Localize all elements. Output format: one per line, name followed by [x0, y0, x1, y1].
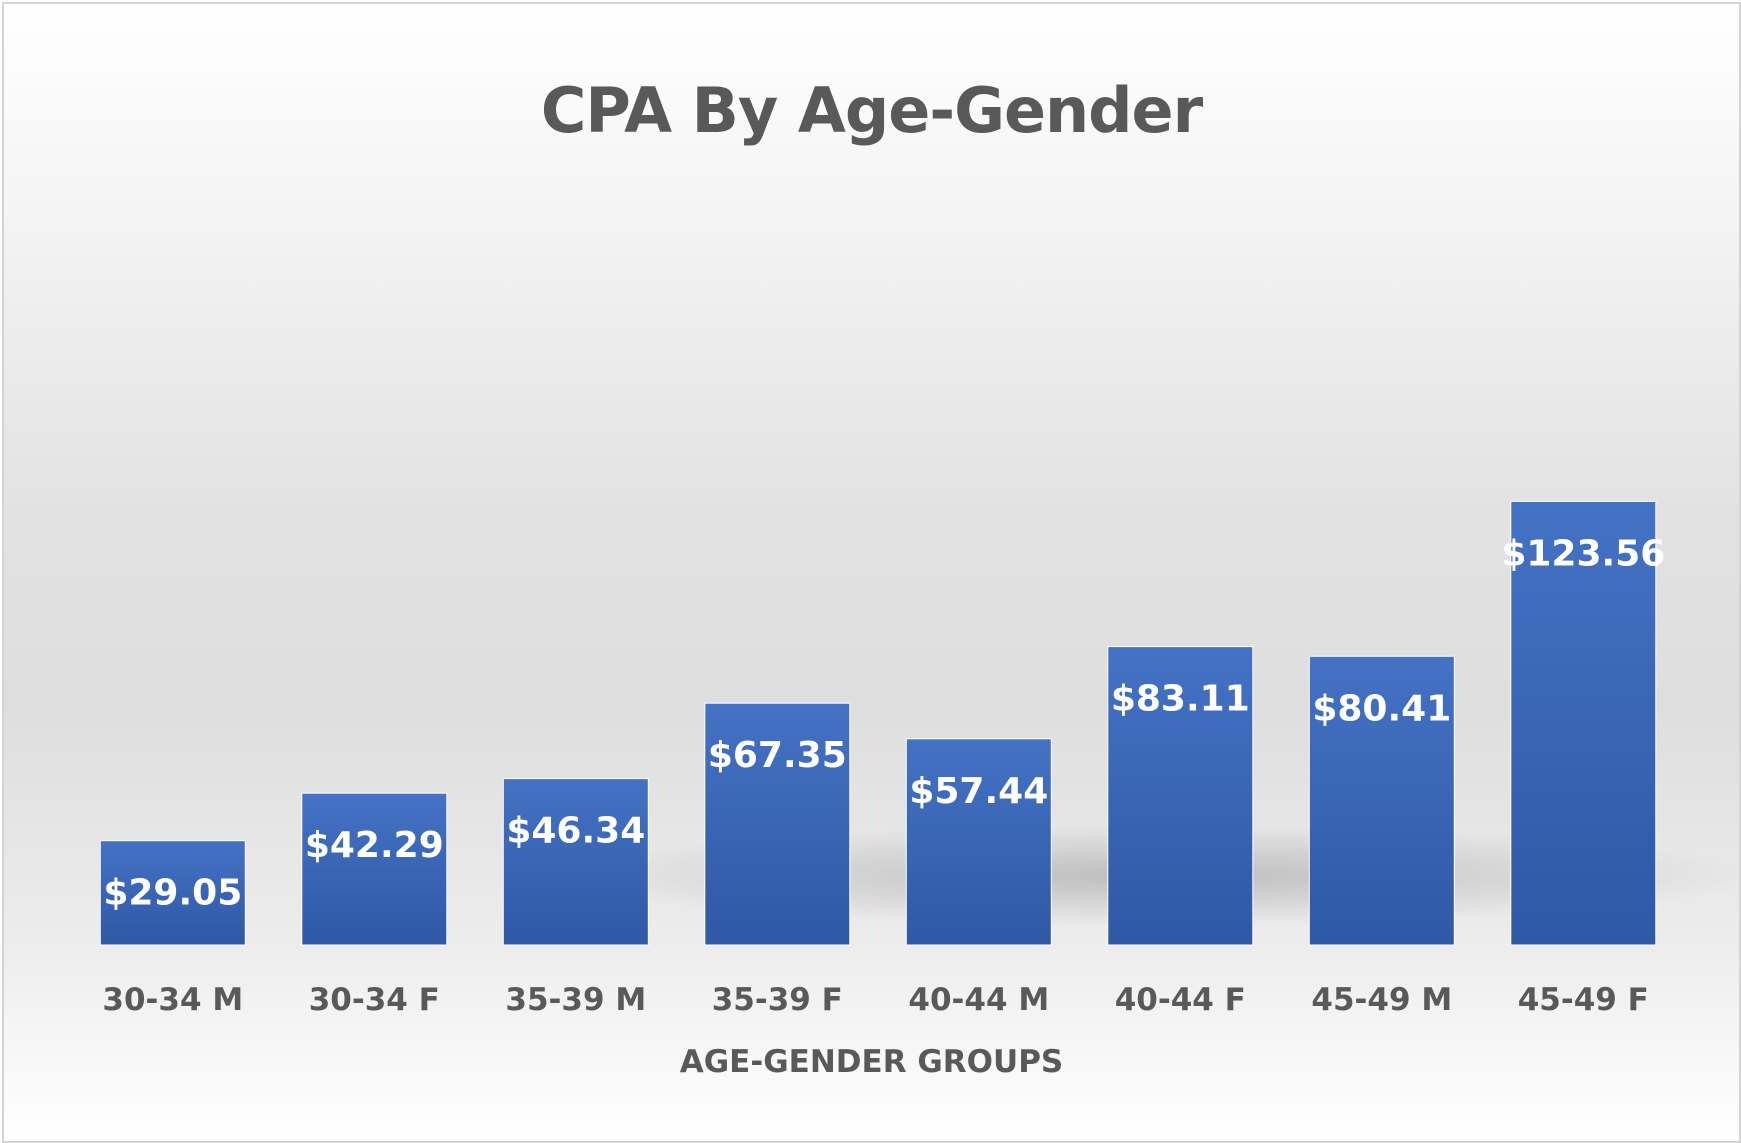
data-label: $67.35 [708, 735, 847, 776]
x-tick-label: 40-44 F [1115, 982, 1246, 1018]
bar-30-34-f [301, 792, 448, 946]
x-tick-label: 30-34 M [102, 982, 243, 1018]
data-label: $123.56 [1501, 533, 1665, 574]
bar-35-39-m [502, 778, 649, 946]
bar-45-49-f [1510, 500, 1657, 946]
x-tick-label: 40-44 M [908, 982, 1049, 1018]
data-label: $80.41 [1312, 688, 1451, 729]
bar-plot-area: $29.05 $42.29 $46.34 $67.35 $57.44 $83.11 $80.… [99, 500, 1739, 1018]
data-label: $46.34 [506, 811, 645, 852]
x-tick-label: 30-34 F [309, 982, 440, 1018]
bar-40-44-m [905, 738, 1052, 946]
x-tick-label: 35-39 F [712, 982, 843, 1018]
category-labels-group: 30-34 M 30-34 F 35-39 M 35-39 F 40-44 M 40-44… [102, 982, 1648, 1018]
bar-45-49-m [1308, 655, 1455, 946]
data-label: $42.29 [305, 825, 444, 866]
x-tick-label: 45-49 M [1311, 982, 1452, 1018]
bar-30-34-m [99, 840, 246, 946]
bar-35-39-f [704, 702, 851, 946]
bars-group [99, 500, 1657, 946]
chart-title: CPA By Age-Gender [540, 74, 1203, 147]
data-label: $29.05 [103, 873, 242, 914]
data-label: $57.44 [909, 771, 1048, 812]
x-axis-title: AGE-GENDER GROUPS [679, 1044, 1064, 1080]
x-tick-label: 35-39 M [505, 982, 646, 1018]
x-tick-label: 45-49 F [1518, 982, 1649, 1018]
bar-40-44-f [1107, 646, 1254, 946]
data-label: $83.11 [1111, 679, 1250, 720]
data-labels-group: $29.05 $42.29 $46.34 $67.35 $57.44 $83.11 $80.… [103, 533, 1665, 913]
